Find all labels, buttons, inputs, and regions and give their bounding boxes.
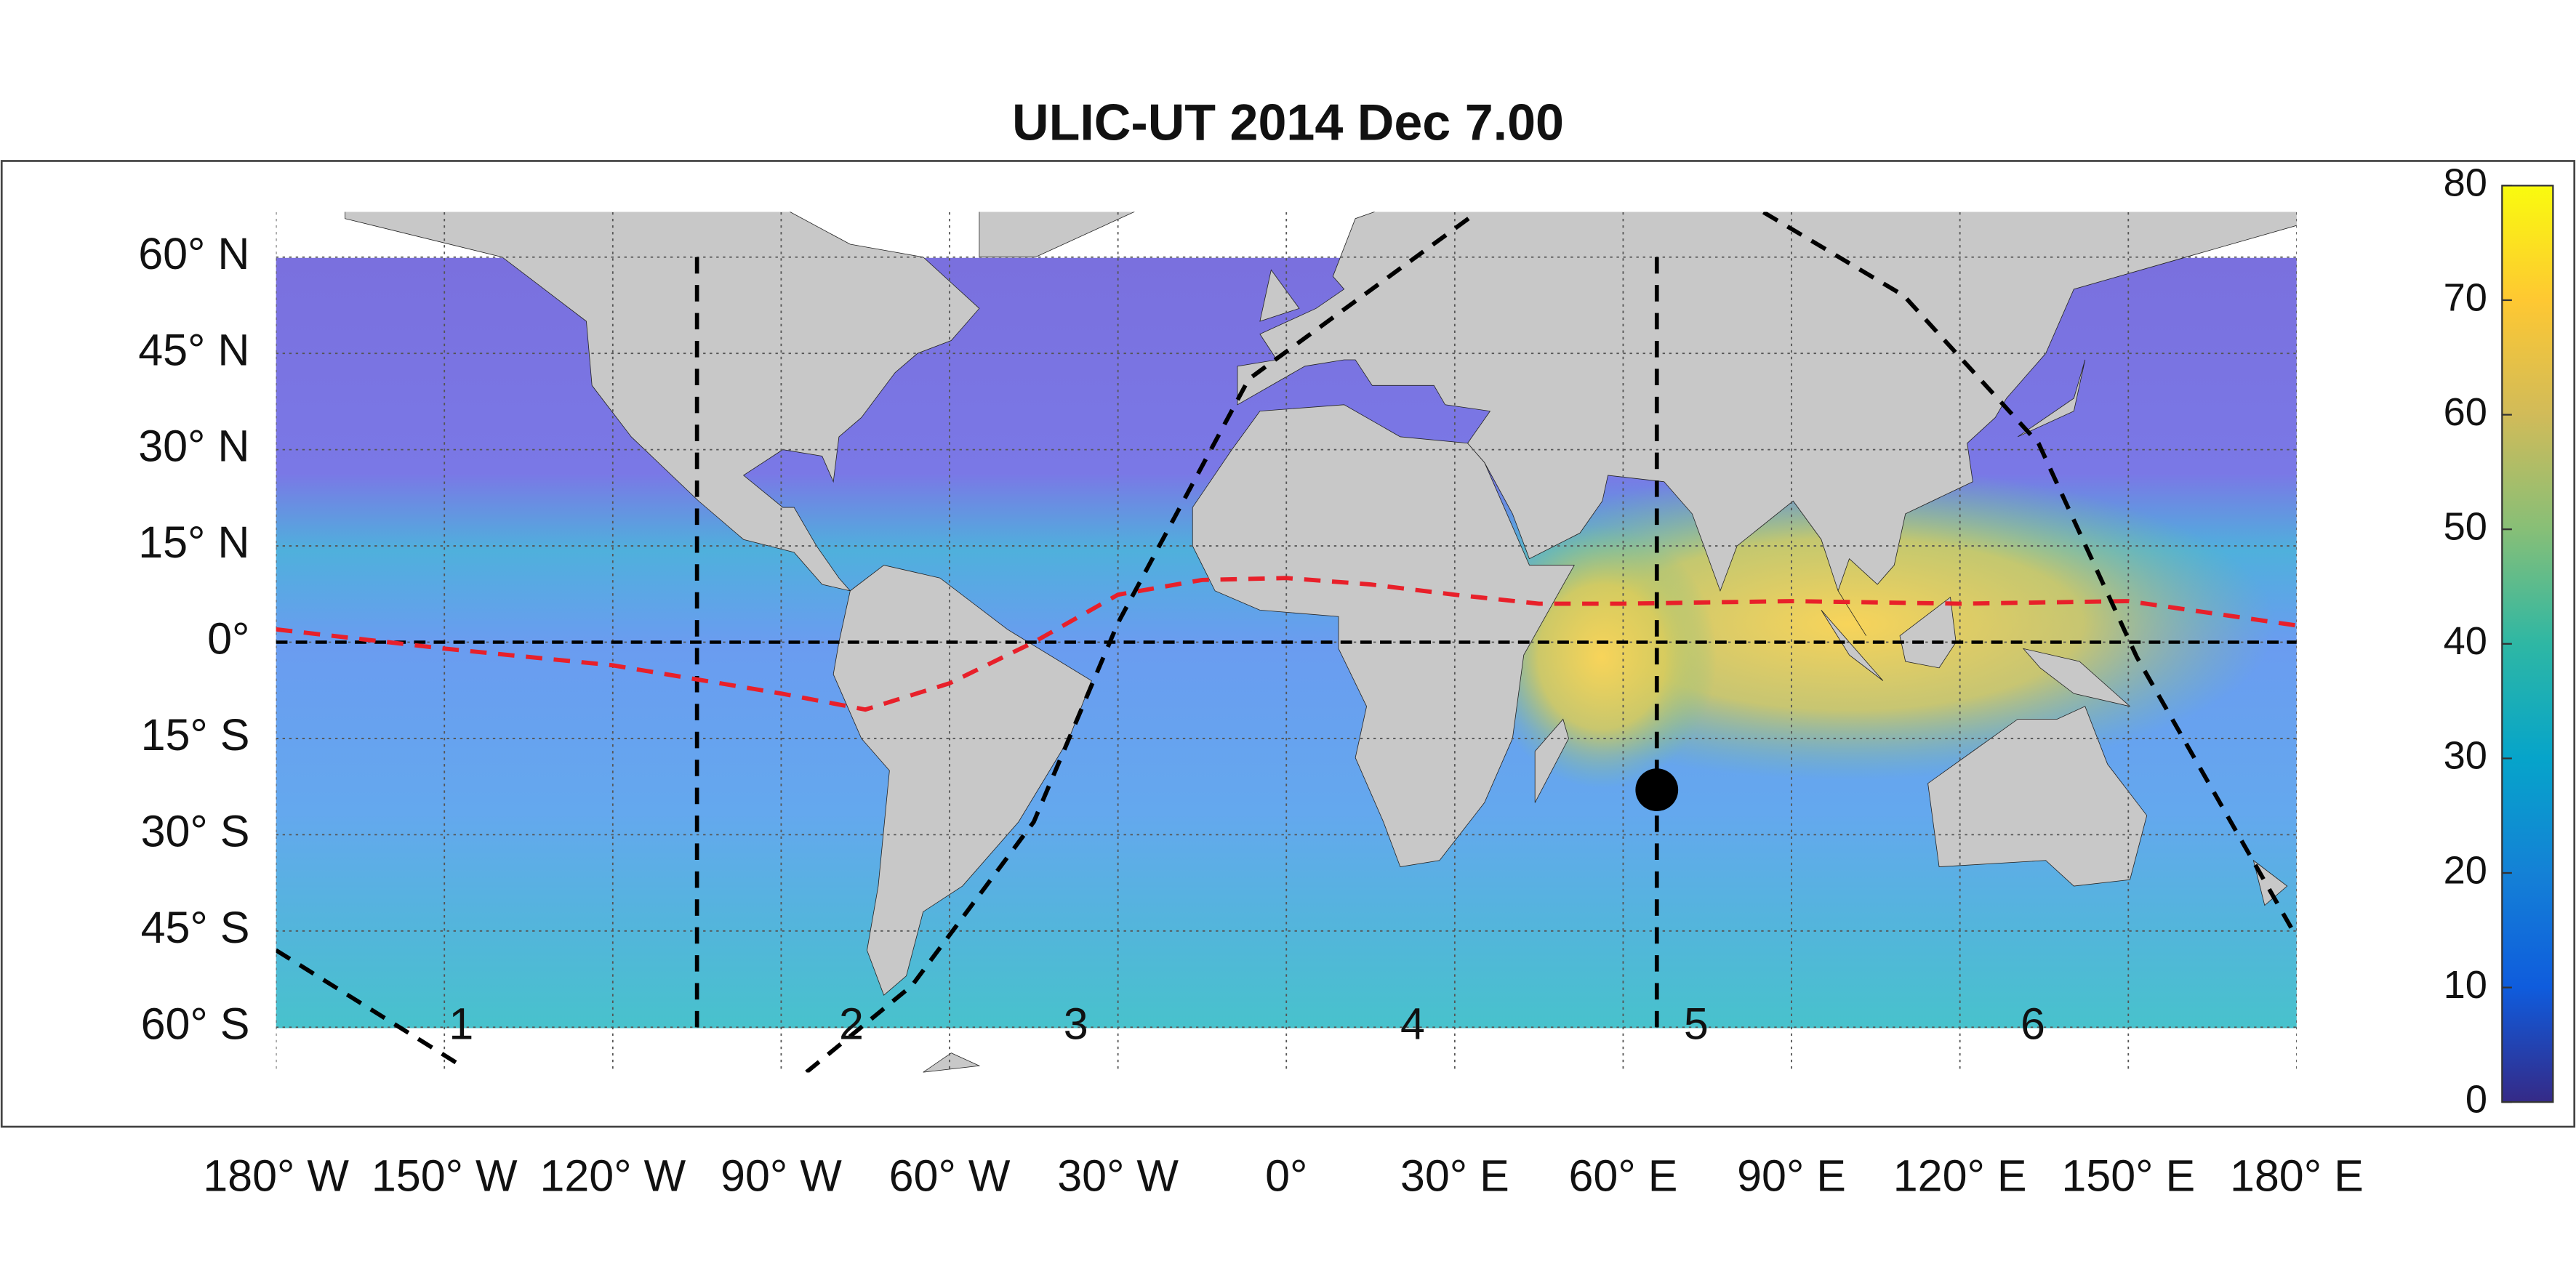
annotation: 1 [449, 999, 473, 1048]
track-line [276, 576, 2297, 712]
x-tick-label: 180° W [203, 1151, 349, 1201]
colorbar-tick-label: 20 [2444, 848, 2487, 892]
x-tick-label: 0° [1265, 1151, 1307, 1201]
colorbar-tick-label: 70 [2444, 275, 2487, 319]
overlay: 1 2 3 4 5 6 [276, 212, 2297, 1073]
annotation: 5 [1684, 999, 1709, 1048]
x-tick-label: 90° E [1737, 1151, 1846, 1201]
colorbar-tick-label: 60 [2444, 390, 2487, 434]
x-tick-label: 150° E [2061, 1151, 2195, 1201]
sumatra [1821, 610, 1883, 680]
madagascar [1535, 719, 1568, 802]
map: 1 2 3 4 5 6 [276, 212, 2297, 1073]
y-tick-label: 60° S [141, 999, 250, 1048]
north-america [345, 212, 979, 590]
x-tick-label: 120° E [1893, 1151, 2027, 1201]
colorbar-tick-label: 80 [2444, 161, 2487, 205]
annotation: 3 [1064, 999, 1088, 1048]
annotation: 6 [2021, 999, 2045, 1048]
chart-title: ULIC-UT 2014 Dec 7.00 [1012, 94, 1564, 151]
track-line [276, 212, 2297, 1073]
japan [2018, 360, 2085, 437]
x-tick-label: 60° E [1569, 1151, 1678, 1201]
south-america [833, 565, 1091, 996]
colorbar-tick-label: 30 [2444, 734, 2487, 778]
x-tick-label: 30° E [1400, 1151, 1509, 1201]
greenland [979, 212, 1176, 257]
x-tick-label: 150° W [372, 1151, 518, 1201]
x-tick-label: 60° W [889, 1151, 1011, 1201]
borneo [1900, 597, 1956, 668]
annotation: 4 [1400, 999, 1425, 1048]
colorbar-tick-label: 50 [2444, 504, 2487, 548]
australia [1928, 707, 2147, 886]
y-tick-label: 60° N [138, 229, 249, 278]
y-tick-label: 45° S [141, 903, 250, 952]
x-tick-label: 180° E [2230, 1151, 2364, 1201]
x-tick-label: 120° W [539, 1151, 686, 1201]
y-tick-label: 45° N [138, 325, 249, 374]
uk [1260, 270, 1299, 321]
annotation: 2 [839, 999, 864, 1048]
colorbar-tick-label: 0 [2465, 1078, 2487, 1122]
colorbar-tick-label: 10 [2444, 963, 2487, 1007]
y-tick-label: 15° N [138, 518, 249, 567]
y-tick-label: 0° [207, 614, 249, 664]
land [345, 212, 2297, 1072]
y-tick-label: 30° N [138, 422, 249, 471]
x-tick-label: 30° W [1057, 1151, 1179, 1201]
x-tick-label: 90° W [721, 1151, 842, 1201]
new-guinea [2023, 648, 2130, 706]
y-tick-label: 15° S [141, 710, 250, 760]
y-tick-label: 30° S [141, 806, 250, 856]
point [1635, 768, 1679, 811]
antarctic-peninsula [923, 1053, 979, 1072]
eurasia [1237, 212, 2297, 635]
colorbar-tick-label: 40 [2444, 619, 2487, 663]
new-zealand [2253, 861, 2287, 906]
figure-frame [0, 160, 2576, 1128]
